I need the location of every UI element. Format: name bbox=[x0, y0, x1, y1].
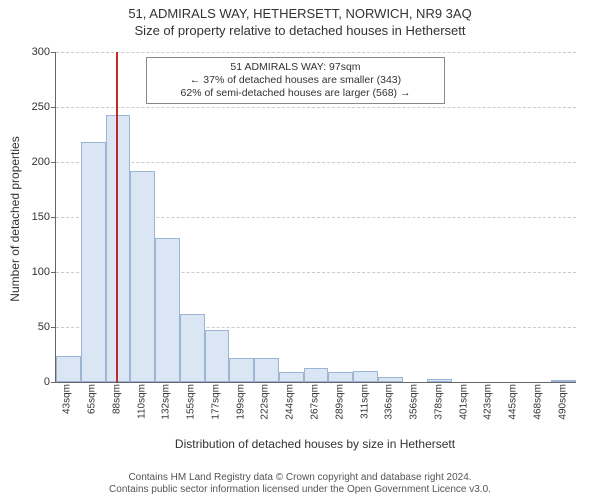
plot-area: 51 ADMIRALS WAY: 97sqm ← 37% of detached… bbox=[55, 52, 576, 383]
x-tick-label: 356sqm bbox=[409, 384, 420, 420]
x-tick-label: 423sqm bbox=[483, 384, 494, 420]
y-tick-mark bbox=[51, 327, 55, 328]
x-tick-label: 110sqm bbox=[136, 384, 147, 419]
histogram-bar bbox=[56, 356, 81, 382]
y-tick-label: 150 bbox=[10, 211, 50, 223]
x-tick-label: 445sqm bbox=[508, 384, 519, 420]
gridline bbox=[56, 52, 576, 53]
y-tick-label: 0 bbox=[10, 376, 50, 388]
y-tick-mark bbox=[51, 272, 55, 273]
y-tick-mark bbox=[51, 217, 55, 218]
x-tick-label: 289sqm bbox=[334, 384, 345, 420]
y-tick-label: 300 bbox=[10, 46, 50, 58]
footer-line2: Contains public sector information licen… bbox=[0, 484, 600, 496]
histogram-bar bbox=[254, 358, 279, 382]
x-axis-label: Distribution of detached houses by size … bbox=[55, 437, 575, 451]
x-tick-label: 468sqm bbox=[532, 384, 543, 420]
histogram-bar bbox=[353, 371, 378, 382]
y-tick-label: 50 bbox=[10, 321, 50, 333]
x-tick-label: 244sqm bbox=[285, 384, 296, 420]
histogram-bar bbox=[180, 314, 205, 382]
x-tick-label: 88sqm bbox=[111, 384, 122, 414]
annotation-line2: ← 37% of detached houses are smaller (34… bbox=[153, 74, 438, 87]
y-tick-label: 200 bbox=[10, 156, 50, 168]
x-tick-label: 490sqm bbox=[557, 384, 568, 420]
histogram-bar bbox=[378, 377, 403, 383]
x-tick-label: 132sqm bbox=[161, 384, 172, 420]
y-tick-mark bbox=[51, 107, 55, 108]
x-tick-label: 155sqm bbox=[186, 384, 197, 420]
chart-area: Number of detached properties 51 ADMIRAL… bbox=[0, 42, 600, 442]
y-tick-mark bbox=[51, 52, 55, 53]
x-tick-label: 267sqm bbox=[310, 384, 321, 420]
gridline bbox=[56, 107, 576, 108]
x-tick-label: 43sqm bbox=[62, 384, 73, 414]
annotation-line3: 62% of semi-detached houses are larger (… bbox=[153, 87, 438, 100]
x-tick-label: 311sqm bbox=[359, 384, 370, 419]
x-tick-label: 222sqm bbox=[260, 384, 271, 420]
footer-line1: Contains HM Land Registry data © Crown c… bbox=[0, 472, 600, 484]
histogram-bar bbox=[155, 238, 180, 382]
histogram-bar bbox=[328, 372, 353, 382]
footer: Contains HM Land Registry data © Crown c… bbox=[0, 472, 600, 496]
title-subtitle: Size of property relative to detached ho… bbox=[0, 21, 600, 38]
annotation-box: 51 ADMIRALS WAY: 97sqm ← 37% of detached… bbox=[146, 57, 445, 104]
x-tick-label: 65sqm bbox=[87, 384, 98, 414]
x-tick-label: 199sqm bbox=[235, 384, 246, 420]
histogram-bar bbox=[130, 171, 155, 382]
x-tick-label: 336sqm bbox=[384, 384, 395, 420]
title-address: 51, ADMIRALS WAY, HETHERSETT, NORWICH, N… bbox=[0, 0, 600, 21]
reference-line bbox=[116, 52, 118, 382]
annotation-line1: 51 ADMIRALS WAY: 97sqm bbox=[153, 61, 438, 74]
histogram-bar bbox=[427, 379, 452, 382]
x-tick-label: 401sqm bbox=[458, 384, 469, 420]
x-tick-label: 378sqm bbox=[433, 384, 444, 420]
histogram-bar bbox=[279, 372, 304, 382]
y-tick-mark bbox=[51, 382, 55, 383]
histogram-bar bbox=[229, 358, 254, 382]
y-tick-label: 100 bbox=[10, 266, 50, 278]
gridline bbox=[56, 162, 576, 163]
y-tick-label: 250 bbox=[10, 101, 50, 113]
histogram-bar bbox=[81, 142, 106, 382]
y-tick-mark bbox=[51, 162, 55, 163]
histogram-bar bbox=[551, 380, 576, 382]
chart-container: 51, ADMIRALS WAY, HETHERSETT, NORWICH, N… bbox=[0, 0, 600, 500]
histogram-bar bbox=[205, 330, 230, 382]
histogram-bar bbox=[304, 368, 329, 382]
x-tick-label: 177sqm bbox=[210, 384, 221, 420]
